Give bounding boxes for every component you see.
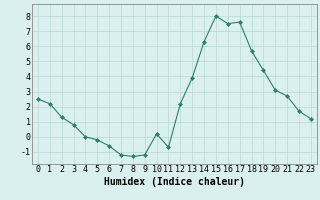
X-axis label: Humidex (Indice chaleur): Humidex (Indice chaleur) bbox=[104, 177, 245, 187]
